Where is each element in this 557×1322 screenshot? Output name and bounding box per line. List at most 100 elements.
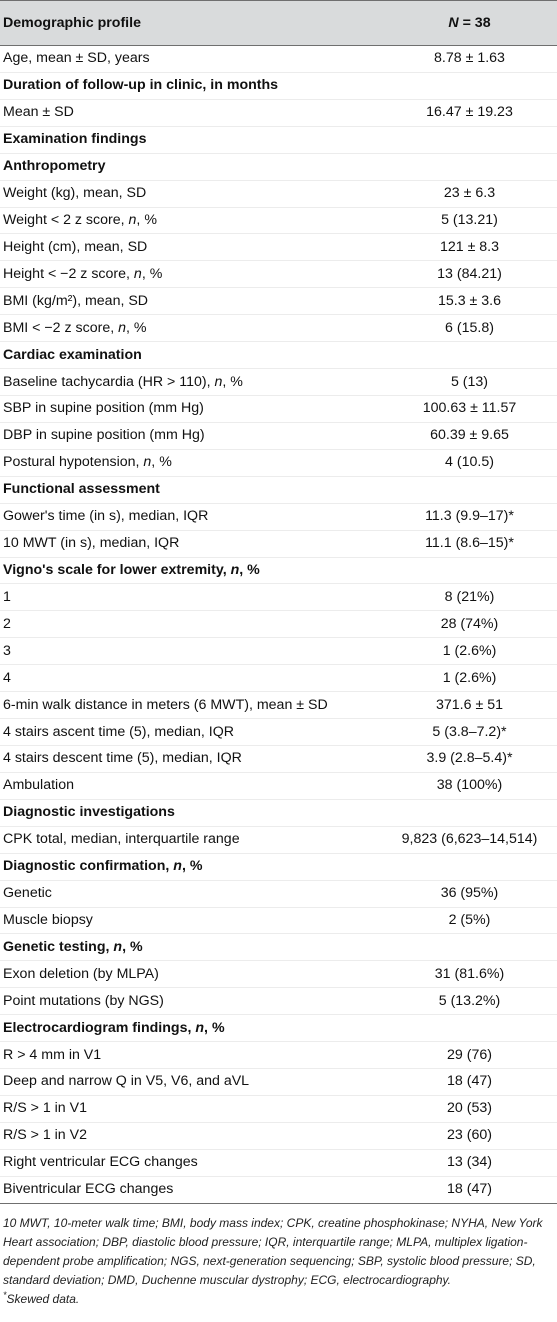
row-value: 100.63 ± 11.57 [422,400,517,417]
section-header-row: Anthropometry [0,153,557,181]
row-value: 20 (53) [447,1100,492,1117]
row-value: 13 (84.21) [437,265,502,282]
section-header-row: Functional assessment [0,476,557,504]
section-header-row: Examination findings [0,126,557,154]
row-label: Weight (kg), mean, SD [3,185,147,202]
row-value: 8.78 ± 1.63 [434,50,505,67]
section-title: Genetic testing, n, % [3,938,143,955]
row-label: Deep and narrow Q in V5, V6, and aVL [3,1073,250,1090]
row-label: DBP in supine position (mm Hg) [3,427,205,444]
table-row: Ambulation 38 (100%) [0,772,557,800]
table-row: Gower's time (in s), median, IQR 11.3 (9.… [0,503,557,531]
table-row: Weight < 2 z score, n, % 5 (13.21) [0,207,557,234]
table-row: Genetic 36 (95%) [0,880,557,907]
table-row: Age, mean ± SD, years 8.78 ± 1.63 [0,46,557,73]
header-n-symbol: N [448,14,459,31]
section-title: Functional assessment [3,481,160,498]
row-label: 1 [3,588,11,605]
table-row: Exon deletion (by MLPA) 31 (81.6%) [0,961,557,988]
section-title: Cardiac examination [3,346,142,363]
row-label: 4 [3,669,11,686]
row-value: 31 (81.6%) [434,965,505,982]
row-label: 10 MWT (in s), median, IQR [3,535,180,552]
row-value: 15.3 ± 3.6 [437,292,501,309]
row-value: 5 (13) [450,373,489,390]
row-value: 60.39 ± 9.65 [430,427,509,444]
header-demographic-profile: Demographic profile [0,0,382,46]
section-header-row: Diagnostic investigations [0,799,557,827]
table-row: Point mutations (by NGS) 5 (13.2%) [0,988,557,1015]
row-label: 2 [3,615,11,632]
row-value: 23 (60) [447,1127,492,1144]
row-value: 1 (2.6%) [442,642,497,659]
row-label: SBP in supine position (mm Hg) [3,400,204,417]
row-label: R/S > 1 in V1 [3,1100,87,1117]
row-value: 38 (100%) [436,777,503,794]
table-footnotes: 10 MWT, 10-meter walk time; BMI, body ma… [0,1204,557,1309]
table-row: Baseline tachycardia (HR > 110), n, % 5 (… [0,369,557,396]
row-value: 9,823 (6,623–14,514) [401,831,538,848]
table-row: 1 8 (21%) [0,584,557,611]
table-row: Postural hypotension, n, % 4 (10.5) [0,449,557,477]
table-row: SBP in supine position (mm Hg) 100.63 ± 1… [0,395,557,423]
table-row: R > 4 mm in V1 29 (76) [0,1042,557,1069]
row-label: Gower's time (in s), median, IQR [3,508,209,525]
row-label: Right ventricular ECG changes [3,1154,198,1171]
row-value: 16.47 ± 19.23 [426,104,513,121]
skewed-note: *Skewed data. [3,1290,554,1309]
row-label: Mean ± SD [3,104,74,121]
row-label: Age, mean ± SD, years [3,50,150,67]
table-row: Muscle biopsy 2 (5%) [0,907,557,934]
table-row: DBP in supine position (mm Hg) 60.39 ± 9.… [0,422,557,450]
section-title: Electrocardiogram findings, n, % [3,1019,225,1036]
demographics-table: Demographic profile N = 38 Age, mean ± S… [0,0,557,1204]
section-header-row: Diagnostic confirmation, n, % [0,853,557,881]
table-row: 4 1 (2.6%) [0,665,557,692]
row-value: 1 (2.6%) [442,669,497,686]
row-value: 5 (13.21) [441,211,498,228]
table-row: Height (cm), mean, SD 121 ± 8.3 [0,234,557,261]
section-header-row: Vigno's scale for lower extremity, n, % [0,557,557,584]
table-row: 10 MWT (in s), median, IQR 11.1 (8.6–15)* [0,530,557,558]
section-header-row: Cardiac examination [0,342,557,369]
row-value: 28 (74%) [440,615,499,632]
row-value: 8 (21%) [444,588,495,605]
row-value: 11.3 (9.9–17)* [425,508,514,525]
row-label: BMI (kg/m²), mean, SD [3,292,149,309]
row-value: 29 (76) [447,1046,492,1063]
table-header-row: Demographic profile N = 38 [0,0,557,46]
table-body: Age, mean ± SD, years 8.78 ± 1.63 Duration… [0,46,557,1204]
row-value: 18 (47) [447,1181,492,1198]
section-title: Vigno's scale for lower extremity, n, % [3,561,260,578]
row-label: 3 [3,642,11,659]
row-label: CPK total, median, interquartile range [3,831,240,848]
asterisk-mark: * [3,1289,7,1300]
table-row: R/S > 1 in V1 20 (53) [0,1095,557,1123]
table-row: Right ventricular ECG changes 13 (34) [0,1149,557,1177]
section-header-row: Duration of follow-up in clinic, in mont… [0,72,557,100]
table-row: 2 28 (74%) [0,611,557,638]
table-row: Biventricular ECG changes 18 (47) [0,1176,557,1204]
section-title: Diagnostic investigations [3,804,175,821]
row-label: Height < −2 z score, n, % [3,265,163,282]
row-value: 4 (10.5) [445,454,494,471]
row-value: 36 (95%) [440,885,499,902]
row-value: 11.1 (8.6–15)* [425,535,514,552]
row-label: Point mutations (by NGS) [3,992,164,1009]
row-label: Weight < 2 z score, n, % [3,211,157,228]
table-row: R/S > 1 in V2 23 (60) [0,1122,557,1150]
table-row: CPK total, median, interquartile range 9,… [0,826,557,854]
row-label: 6-min walk distance in meters (6 MWT), m… [3,696,328,713]
row-value: 121 ± 8.3 [439,238,500,255]
table-row: 6-min walk distance in meters (6 MWT), m… [0,692,557,719]
table-row: BMI < −2 z score, n, % 6 (15.8) [0,315,557,342]
table-row: Weight (kg), mean, SD 23 ± 6.3 [0,180,557,208]
row-label: BMI < −2 z score, n, % [3,319,147,336]
row-label: Genetic [3,885,52,902]
row-label: Ambulation [3,777,74,794]
row-label: R > 4 mm in V1 [3,1046,102,1063]
row-label: Baseline tachycardia (HR > 110), n, % [3,373,243,390]
abbreviations-note: 10 MWT, 10-meter walk time; BMI, body ma… [3,1215,543,1287]
section-header-row: Genetic testing, n, % [0,934,557,961]
